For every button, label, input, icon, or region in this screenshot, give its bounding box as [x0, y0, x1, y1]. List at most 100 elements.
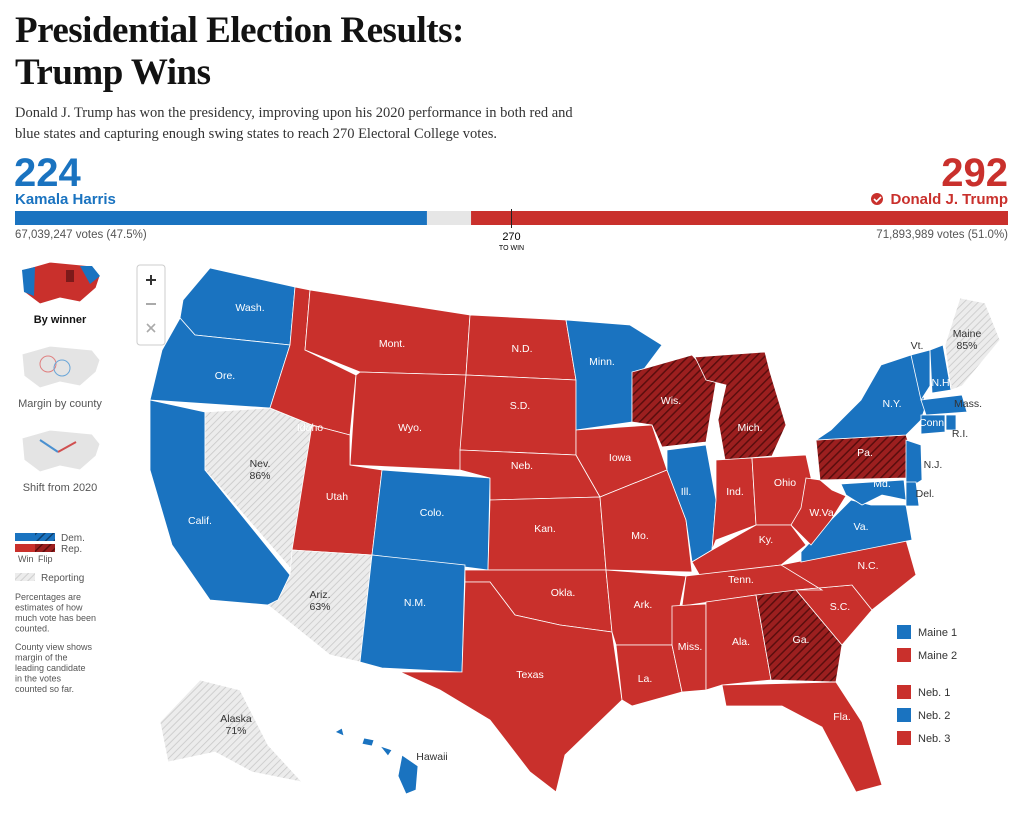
- state-label: Ala.: [732, 636, 750, 648]
- state[interactable]: [840, 479, 907, 506]
- district-label: Neb. 2: [918, 710, 950, 722]
- thumbnail-arrow: [39, 439, 59, 453]
- state-label: Vt.: [911, 340, 924, 352]
- rep-candidate: Donald J. Trump: [890, 191, 1008, 208]
- state-label: Ore.: [215, 370, 235, 382]
- district-box[interactable]: [897, 625, 911, 639]
- rep-bar: [471, 211, 1008, 225]
- state-label: R.I.: [952, 428, 968, 440]
- state[interactable]: [159, 679, 304, 783]
- district-box[interactable]: [897, 685, 911, 699]
- state[interactable]: [814, 354, 927, 441]
- state-label: N.M.: [404, 597, 426, 609]
- zoom-reset[interactable]: [146, 323, 156, 333]
- state-labels: Wash. Ore. Calif. Nev.86% Idaho Mont. Wyo. Utah…: [188, 302, 982, 763]
- state[interactable]: [459, 374, 577, 456]
- state-reporting: 63%: [309, 601, 330, 613]
- state[interactable]: [905, 439, 923, 491]
- legend-reporting-label: Reporting: [41, 573, 84, 584]
- winner-check: [871, 193, 883, 205]
- rep-popular-vote: 71,893,989 votes (51.0%): [876, 229, 1008, 241]
- state-label: N.H.: [932, 377, 953, 389]
- legend-dem: Dem.: [61, 533, 85, 544]
- state[interactable]: [359, 554, 466, 673]
- state-label: Nev.: [250, 458, 271, 470]
- district-label: Neb. 3: [918, 733, 950, 745]
- legend-rep: Rep.: [61, 544, 82, 555]
- state-label: Fla.: [833, 711, 851, 723]
- map: [149, 267, 1001, 795]
- state-label: N.J.: [924, 459, 943, 471]
- state-label: Calif.: [188, 515, 212, 527]
- state-label: Idaho: [297, 422, 323, 434]
- thumbnail-flip: [66, 270, 74, 282]
- thumbnail-map[interactable]: [21, 261, 101, 305]
- threshold-label: TO WIN: [499, 245, 524, 252]
- thumbnail-dem: [80, 266, 100, 284]
- state-label: Del.: [916, 488, 935, 500]
- state[interactable]: [399, 581, 623, 793]
- state[interactable]: [755, 589, 843, 683]
- district-box[interactable]: [897, 648, 911, 662]
- dem-popular-vote: 67,039,247 votes (47.5%): [15, 229, 147, 241]
- legend-dem-win: [15, 533, 35, 541]
- state[interactable]: [779, 539, 917, 611]
- state[interactable]: [671, 603, 707, 693]
- state[interactable]: [790, 477, 847, 546]
- state[interactable]: [920, 414, 946, 435]
- subtitle: Donald J. Trump has won the presidency, …: [15, 105, 573, 142]
- state-label: Mich.: [737, 422, 762, 434]
- state-label: Wis.: [661, 395, 681, 407]
- state-label: W.Va.: [809, 507, 836, 519]
- dem-bar: [15, 211, 427, 225]
- state-label: S.D.: [510, 400, 530, 412]
- note: County view shows margin of the leading ca…: [15, 642, 93, 694]
- state[interactable]: [905, 481, 920, 507]
- threshold-value: 270: [502, 231, 520, 243]
- zoom-in[interactable]: [146, 275, 156, 285]
- state[interactable]: [334, 727, 419, 795]
- state-label: Texas: [516, 669, 543, 681]
- state[interactable]: [721, 681, 883, 793]
- legend-reporting: [15, 573, 35, 581]
- state-label: Ky.: [759, 534, 773, 546]
- state[interactable]: [944, 297, 1001, 391]
- view-label[interactable]: Margin by county: [18, 398, 102, 410]
- state-label: Ind.: [726, 486, 744, 498]
- state[interactable]: [349, 371, 467, 471]
- state[interactable]: [371, 469, 491, 571]
- state-reporting: 85%: [956, 340, 977, 352]
- district-label: Maine 2: [918, 650, 957, 662]
- thumbnail-bubble: [53, 359, 71, 377]
- state[interactable]: [910, 349, 931, 402]
- state[interactable]: [705, 594, 772, 691]
- legend-dem-flip: [35, 533, 55, 541]
- state-label: Wash.: [235, 302, 264, 314]
- thumbnail-arrow: [57, 441, 77, 453]
- state-label: Md.: [873, 478, 891, 490]
- district-box[interactable]: [897, 731, 911, 745]
- state-label: N.Y.: [882, 398, 901, 410]
- state[interactable]: [945, 414, 957, 431]
- state-label: Ga.: [793, 634, 810, 646]
- dem-candidate: Kamala Harris: [15, 191, 116, 208]
- thumbnail-map[interactable]: [21, 345, 101, 389]
- view-label[interactable]: By winner: [34, 314, 87, 326]
- view-label[interactable]: Shift from 2020: [23, 482, 98, 494]
- district-box[interactable]: [897, 708, 911, 722]
- dem-electoral-votes: 224: [14, 151, 81, 195]
- legend-rep-win: [15, 544, 35, 552]
- state-label: Maine: [953, 328, 982, 340]
- state[interactable]: [920, 394, 968, 416]
- state[interactable]: [800, 499, 913, 563]
- legend-win: Win: [18, 554, 34, 564]
- state[interactable]: [599, 469, 693, 573]
- state[interactable]: [615, 644, 683, 707]
- state-label: Minn.: [589, 356, 615, 368]
- thumbnail-dem: [22, 267, 35, 296]
- state-label: Iowa: [609, 452, 631, 464]
- state-label: Tenn.: [728, 574, 754, 586]
